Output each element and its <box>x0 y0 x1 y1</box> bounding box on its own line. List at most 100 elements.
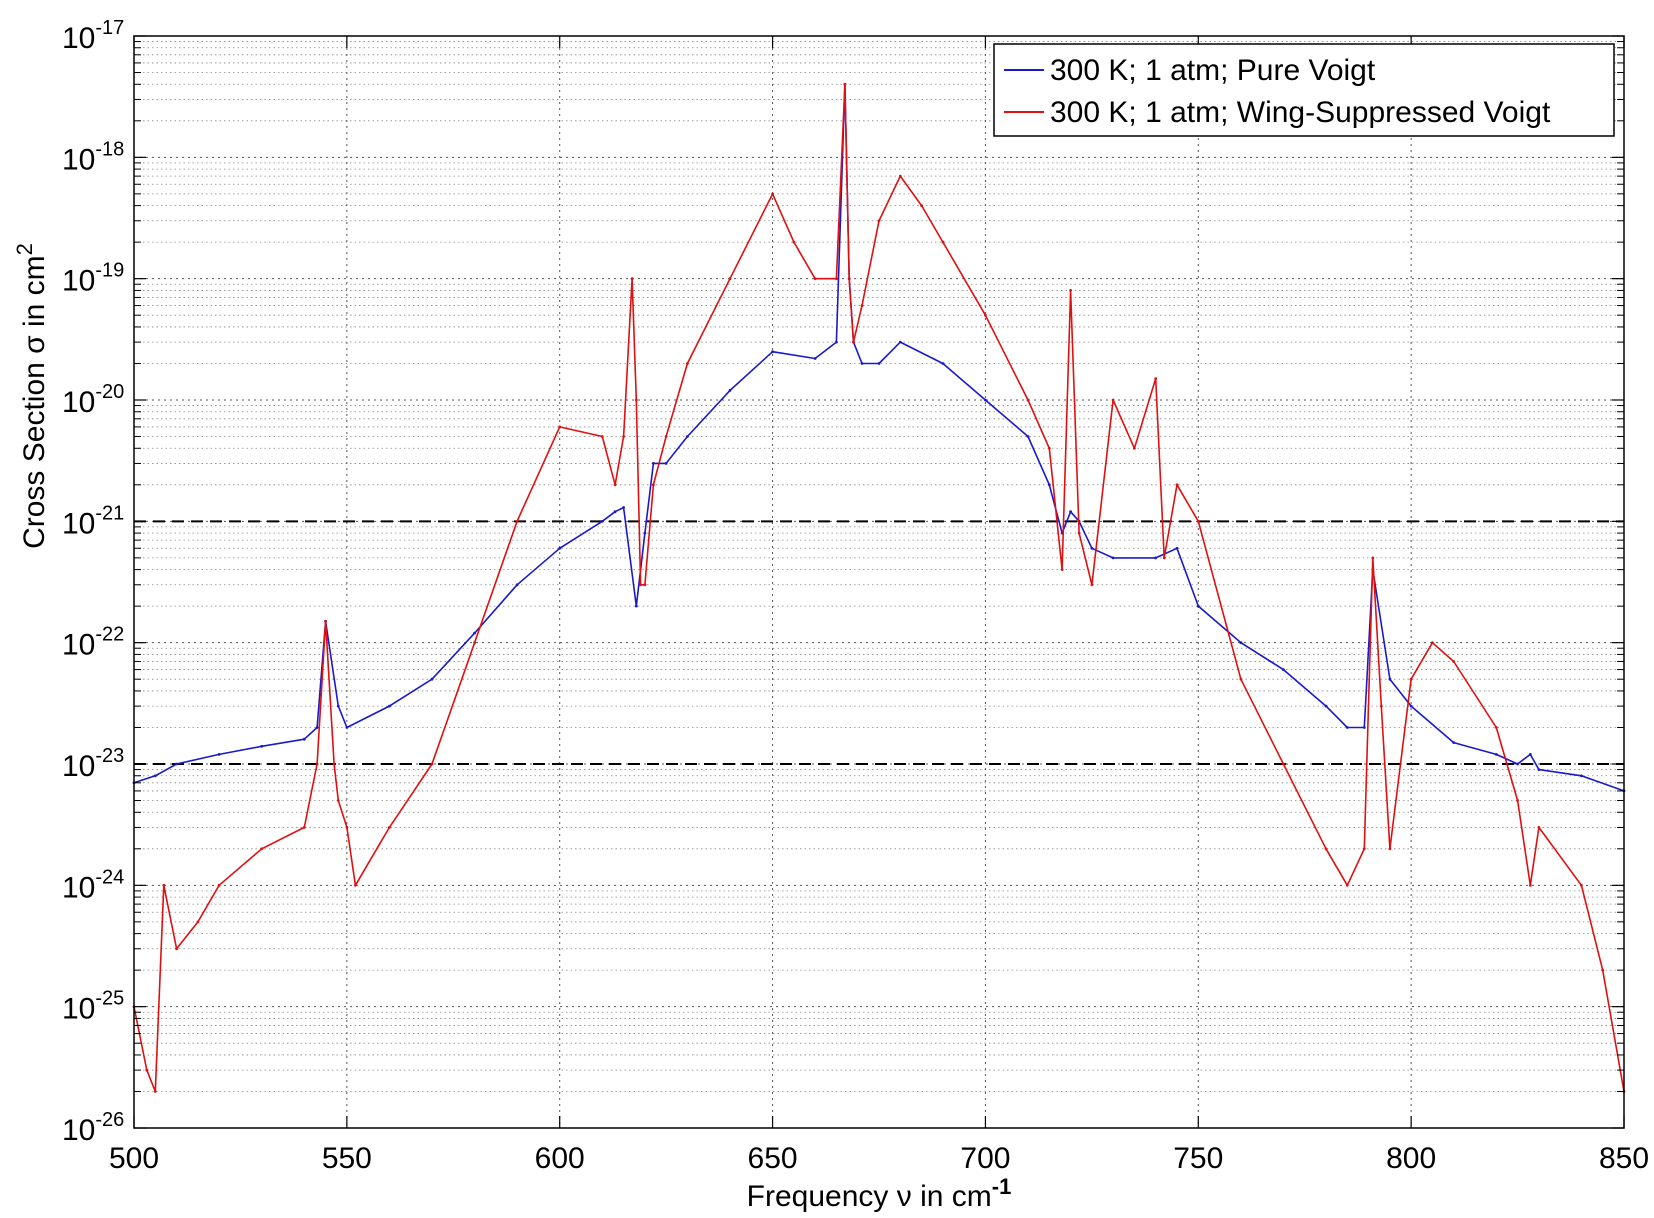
data-point <box>813 357 817 360</box>
y-tick-label: 10-20 <box>62 381 124 419</box>
data-point <box>728 389 732 392</box>
data-point <box>473 631 476 635</box>
data-point <box>175 947 179 951</box>
data-point <box>1324 847 1328 851</box>
data-point <box>634 604 638 608</box>
plot-frame <box>133 35 1625 1129</box>
reference-lines <box>134 520 1624 765</box>
data-point <box>639 583 642 587</box>
data-point <box>1379 704 1383 708</box>
tick-labels: 10-1710-1810-1910-2010-2110-2210-2310-24… <box>62 17 1649 1175</box>
data-point <box>1162 556 1166 560</box>
data-point <box>728 277 732 281</box>
y-tick-exponent: -17 <box>95 17 124 39</box>
data-point <box>1154 377 1158 380</box>
data-point <box>260 847 264 851</box>
data-point <box>1388 677 1392 681</box>
data-point <box>388 704 391 708</box>
data-point <box>558 425 562 429</box>
data-point <box>877 219 881 223</box>
y-tick-base: 10 <box>62 1114 95 1147</box>
data-point <box>984 398 987 402</box>
data-point <box>473 641 476 645</box>
y-tick-base: 10 <box>62 386 95 419</box>
grid <box>133 35 1625 1129</box>
y-tick-exponent: -21 <box>95 502 124 524</box>
data-point <box>1047 483 1051 487</box>
data-point <box>345 726 349 729</box>
data-point <box>196 920 200 924</box>
data-point <box>315 762 319 766</box>
data-point <box>686 362 689 365</box>
x-tick-label: 700 <box>960 1142 1010 1175</box>
data-point <box>217 753 221 756</box>
data-point <box>336 704 340 708</box>
data-point <box>643 583 647 587</box>
data-point <box>1345 883 1349 887</box>
y-tick-exponent: -25 <box>95 988 124 1010</box>
data-point <box>1324 704 1328 708</box>
y-tick-exponent: -23 <box>95 745 124 767</box>
data-point <box>1452 741 1456 744</box>
data-point <box>941 362 945 365</box>
data-point <box>622 435 625 438</box>
data-point <box>1580 883 1583 887</box>
y-axis-title: Cross Section σ in cm2 <box>12 243 51 549</box>
data-point <box>430 762 434 766</box>
data-point <box>175 762 179 766</box>
data-point <box>613 483 617 487</box>
data-point <box>652 483 655 487</box>
data-point <box>260 744 264 748</box>
data-point <box>1175 483 1179 487</box>
y-tick-label: 10-19 <box>62 260 124 298</box>
y-tick-label: 10-17 <box>62 17 124 55</box>
x-axis-title-sup: -1 <box>992 1174 1012 1199</box>
data-point <box>315 726 319 729</box>
data-point <box>1516 799 1519 802</box>
data-point <box>622 506 625 509</box>
y-axis-title-sup: 2 <box>12 243 37 255</box>
y-tick-base: 10 <box>62 143 95 176</box>
data-point <box>1362 847 1366 851</box>
y-tick-base: 10 <box>62 265 95 298</box>
y-tick-exponent: -24 <box>95 866 124 888</box>
data-point <box>771 192 774 196</box>
data-point <box>1409 704 1413 708</box>
data-point <box>302 737 306 741</box>
data-point <box>664 435 668 438</box>
x-tick-label: 750 <box>1173 1142 1223 1175</box>
y-tick-base: 10 <box>62 22 95 55</box>
y-tick-exponent: -18 <box>95 138 124 160</box>
data-point <box>1388 847 1392 851</box>
data-point <box>860 304 864 307</box>
data-point <box>153 774 157 778</box>
data-point <box>835 277 838 281</box>
data-point <box>630 277 634 281</box>
data-point <box>843 82 847 86</box>
data-point <box>652 462 655 465</box>
y-tick-label: 10-24 <box>62 866 124 904</box>
data-point <box>1580 774 1583 778</box>
data-point <box>515 519 519 523</box>
data-point <box>515 583 519 587</box>
x-tick-label: 500 <box>109 1142 159 1175</box>
data-point <box>430 677 434 681</box>
data-point <box>1282 762 1285 766</box>
data-point <box>634 398 638 402</box>
data-point <box>1239 641 1243 645</box>
data-point <box>1133 446 1136 450</box>
data-point <box>1175 546 1179 550</box>
x-tick-label: 850 <box>1599 1142 1649 1175</box>
data-point <box>302 826 306 829</box>
data-point <box>1154 556 1158 560</box>
data-point <box>847 277 851 281</box>
data-point <box>898 174 902 178</box>
data-point <box>1239 677 1243 681</box>
data-point <box>600 519 604 523</box>
data-point <box>600 435 604 438</box>
data-point <box>1090 546 1094 550</box>
y-tick-base: 10 <box>62 629 95 662</box>
data-point <box>1537 826 1541 829</box>
data-point <box>1111 398 1115 402</box>
